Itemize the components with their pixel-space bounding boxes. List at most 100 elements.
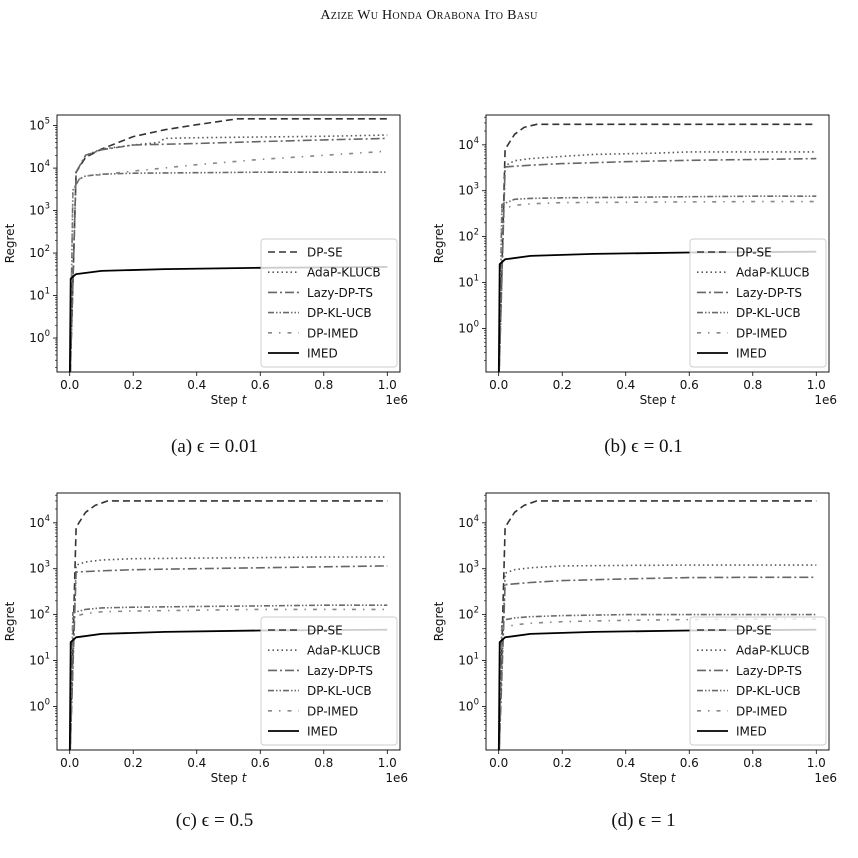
y-tick-label: 101 <box>29 287 50 303</box>
x-tick-label: 0.4 <box>187 756 206 770</box>
x-tick-label: 0.6 <box>251 378 270 392</box>
series-group <box>497 500 817 750</box>
x-tick-label: 0.6 <box>680 378 699 392</box>
x-tick-label: 0.8 <box>314 756 333 770</box>
series-line-imed <box>497 250 817 372</box>
y-tick-label: 101 <box>458 652 479 668</box>
caption-d: (d) ϵ = 1 <box>611 810 676 831</box>
x-tick-label: 1.0 <box>807 756 826 770</box>
x-tick-label: 0.6 <box>680 756 699 770</box>
x-multiplier-label: 1e6 <box>385 393 408 407</box>
y-tick-label: 105 <box>29 117 50 133</box>
legend-label-adap-klucb: AdaP-KLUCB <box>307 266 381 280</box>
chart-panel-b: 0.0 0.2 0.4 0.6 0.8 1.0 1e6 Step t 100 101 102 103 1… <box>429 100 858 480</box>
x-tick-label: 0.0 <box>60 756 79 770</box>
x-tick-label: 0.2 <box>124 378 143 392</box>
caption-b: (b) ϵ = 0.1 <box>604 436 683 457</box>
legend-label-dp-imed: DP-IMED <box>307 326 358 340</box>
series-line-dp-kl-ucb <box>498 195 817 372</box>
legend-label-adap-klucb: AdaP-KLUCB <box>307 644 381 658</box>
legend-box <box>260 616 398 746</box>
series-line-imed <box>68 628 388 750</box>
y-axis-label: Regret <box>432 223 446 263</box>
legend-label-adap-klucb: AdaP-KLUCB <box>736 266 810 280</box>
legend-box <box>260 238 398 368</box>
legend-box <box>689 616 827 746</box>
legend-label-dp-imed: DP-IMED <box>307 704 358 718</box>
plot-area-frame <box>56 114 401 373</box>
legend-label-dp-se: DP-SE <box>736 246 772 260</box>
y-tick-label: 100 <box>458 319 479 335</box>
x-tick-label: 0.6 <box>251 756 270 770</box>
legend-label-lazy-dp-ts: Lazy-DP-TS <box>307 286 373 300</box>
chart-panel-c: 0.0 0.2 0.4 0.6 0.8 1.0 1e6 Step t 100 101 102 103 1… <box>0 478 429 858</box>
x-tick-label: 0.0 <box>60 378 79 392</box>
x-tick-label: 0.2 <box>553 378 572 392</box>
series-line-dp-se <box>498 500 817 750</box>
x-multiplier-label: 1e6 <box>814 393 837 407</box>
y-tick-label: 100 <box>458 697 479 713</box>
caption-c: (c) ϵ = 0.5 <box>175 810 254 831</box>
series-line-imed <box>497 628 817 750</box>
legend-label-dp-kl-ucb: DP-KL-UCB <box>736 684 801 698</box>
x-tick-label: 0.8 <box>314 378 333 392</box>
series-group <box>497 123 817 372</box>
legend-label-imed: IMED <box>736 347 767 361</box>
series-line-adap-klucb <box>69 134 388 372</box>
x-multiplier-label: 1e6 <box>814 771 837 785</box>
y-tick-label: 102 <box>458 606 479 622</box>
caption-a: (a) ϵ = 0.01 <box>171 436 258 457</box>
legend-label-lazy-dp-ts: Lazy-DP-TS <box>307 664 373 678</box>
x-tick-label: 0.2 <box>124 756 143 770</box>
x-axis-label: Step t <box>640 393 677 407</box>
legend-label-dp-imed: DP-IMED <box>736 326 787 340</box>
y-axis-label: Regret <box>3 601 17 641</box>
x-axis-label: Step t <box>211 771 248 785</box>
y-tick-label: 103 <box>29 560 50 576</box>
x-axis-label: Step t <box>211 393 248 407</box>
legend-label-imed: IMED <box>307 347 338 361</box>
series-line-lazy-dp-ts <box>498 157 817 372</box>
series-line-dp-se <box>498 123 817 372</box>
y-axis-label: Regret <box>3 223 17 263</box>
legend-label-dp-kl-ucb: DP-KL-UCB <box>307 684 372 698</box>
legend-label-dp-se: DP-SE <box>736 624 772 638</box>
series-line-lazy-dp-ts <box>69 137 388 372</box>
legend-label-dp-kl-ucb: DP-KL-UCB <box>307 306 372 320</box>
y-tick-label: 103 <box>29 202 50 218</box>
y-tick-label: 104 <box>29 159 50 175</box>
y-tick-label: 100 <box>29 329 50 345</box>
legend-label-imed: IMED <box>307 725 338 739</box>
legend-label-imed: IMED <box>736 725 767 739</box>
series-line-dp-imed <box>498 618 817 750</box>
series-line-dp-kl-ucb <box>498 613 817 750</box>
y-tick-label: 104 <box>458 514 479 530</box>
legend-label-adap-klucb: AdaP-KLUCB <box>736 644 810 658</box>
y-tick-label: 100 <box>29 697 50 713</box>
series-line-dp-se <box>69 117 388 372</box>
y-tick-label: 101 <box>458 274 479 290</box>
chart-panel-a: 0.0 0.2 0.4 0.6 0.8 1.0 1e6 Step t 100 101 102 103 1… <box>0 100 429 480</box>
y-tick-label: 102 <box>458 228 479 244</box>
running-header: Azize Wu Honda Orabona Ito Basu <box>320 8 538 23</box>
legend-label-lazy-dp-ts: Lazy-DP-TS <box>736 664 802 678</box>
series-line-dp-se <box>69 500 388 750</box>
chart-panel-d: 0.0 0.2 0.4 0.6 0.8 1.0 1e6 Step t 100 101 102 103 1… <box>429 478 858 858</box>
series-line-dp-imed <box>69 150 388 372</box>
y-tick-label: 104 <box>29 514 50 530</box>
x-tick-label: 0.8 <box>743 756 762 770</box>
legend-label-dp-se: DP-SE <box>307 246 343 260</box>
legend-label-dp-imed: DP-IMED <box>736 704 787 718</box>
series-group <box>68 117 388 372</box>
legend-box <box>689 238 827 368</box>
x-tick-label: 0.2 <box>553 756 572 770</box>
x-tick-label: 0.8 <box>743 378 762 392</box>
legend-label-dp-kl-ucb: DP-KL-UCB <box>736 306 801 320</box>
series-line-imed <box>68 266 388 372</box>
y-tick-label: 103 <box>458 182 479 198</box>
series-line-dp-kl-ucb <box>69 604 388 750</box>
